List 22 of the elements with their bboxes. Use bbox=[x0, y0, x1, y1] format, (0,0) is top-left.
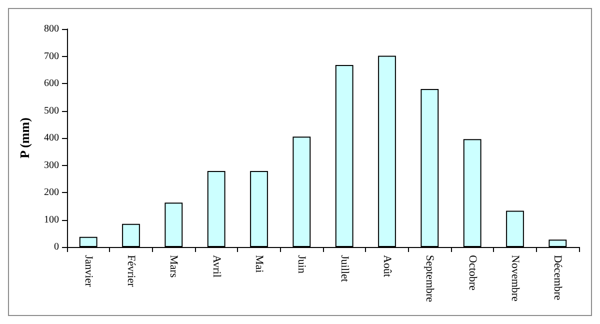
y-tick-label: 800 bbox=[44, 24, 59, 34]
x-tick-label: Décembre bbox=[552, 255, 564, 300]
x-tick-label: Juin bbox=[296, 255, 308, 274]
x-tick-label: Septembre bbox=[424, 255, 436, 302]
x-tick-label: Mai bbox=[253, 255, 265, 273]
y-tick-label: 700 bbox=[44, 50, 59, 62]
y-tick-label: 300 bbox=[44, 160, 59, 171]
x-tick-label: Août bbox=[381, 255, 393, 277]
y-tick-label: 500 bbox=[44, 105, 59, 116]
x-tick-label: Janvier bbox=[82, 255, 94, 288]
x-tick-label: Octobre bbox=[466, 255, 478, 291]
x-tick-label: Juillet bbox=[338, 255, 350, 282]
y-axis-title: P (mm) bbox=[17, 118, 32, 158]
x-tick-label: Novembre bbox=[509, 255, 521, 302]
x-tick-label: Février bbox=[125, 255, 137, 288]
x-tick-label: Avril bbox=[210, 255, 222, 278]
y-tick-label: 200 bbox=[44, 187, 59, 198]
y-tick-label: 400 bbox=[44, 132, 59, 144]
y-tick-label: 100 bbox=[44, 214, 59, 226]
y-tick-label: 0 bbox=[54, 242, 59, 252]
y-tick-label: 600 bbox=[44, 78, 59, 89]
x-tick-label: Mars bbox=[168, 255, 180, 278]
